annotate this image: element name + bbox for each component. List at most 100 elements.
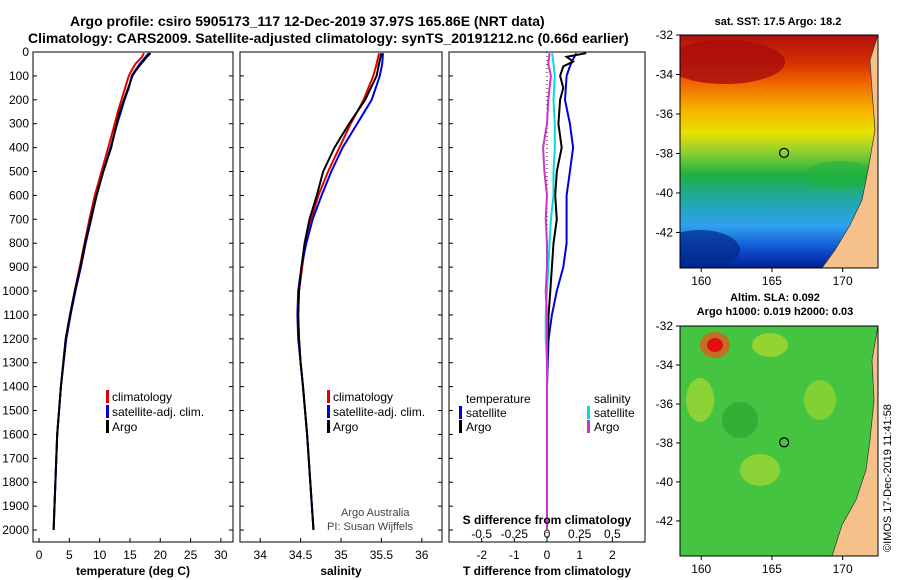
depth-tick-label: 0 — [22, 45, 29, 59]
difference-legend-temperature: temperature satellite Argo — [459, 392, 531, 434]
x-tick-label: 35 — [334, 548, 348, 562]
legend-swatch-argo — [106, 420, 109, 433]
sla-yellow-patch-4 — [804, 380, 836, 420]
sla-float-marker — [778, 437, 790, 448]
legend-swatch-s-argo — [587, 420, 590, 433]
map-lat-label: -38 — [656, 436, 674, 450]
depth-tick-label: 1000 — [2, 284, 29, 298]
depth-tick-label: 1800 — [2, 475, 29, 489]
map-lon-label: 165 — [762, 274, 782, 288]
legend-label-climatology: climatology — [112, 390, 172, 404]
depth-tick-label: 600 — [9, 188, 29, 202]
depth-tick-label: 1200 — [2, 332, 29, 346]
difference-legend-salinity: salinity satellite Argo — [587, 392, 635, 434]
map-lat-label: -36 — [656, 397, 674, 411]
sst-land — [821, 35, 878, 268]
series-line-salinity-argo — [542, 53, 552, 530]
s-tick-label: -0.25 — [501, 527, 529, 541]
depth-tick-label: 1300 — [2, 356, 29, 370]
legend-heading-salinity: salinity — [594, 392, 631, 406]
depth-tick-label: 1500 — [2, 404, 29, 418]
depth-tick-label: 700 — [9, 212, 29, 226]
sla-map-axes: -32 -34 -36 -38 -40 -42 160 165 170 — [656, 319, 853, 576]
legend-heading-temperature: temperature — [466, 392, 531, 406]
sla-map — [680, 326, 878, 556]
s-tick-label: 0.25 — [568, 527, 592, 541]
sla-field — [680, 326, 878, 556]
x-tick-label: 5 — [66, 548, 73, 562]
s-difference-xlabel: S difference from climatology — [463, 513, 632, 527]
legend-label-s-argo: Argo — [594, 420, 620, 434]
depth-tick-label: 1400 — [2, 380, 29, 394]
legend-swatch-argo — [327, 420, 330, 433]
legend-label-s-satellite: satellite — [594, 406, 635, 420]
sla-map-title-1: Altim. SLA: 0.092 — [730, 292, 820, 304]
legend-label-t-argo: Argo — [466, 420, 492, 434]
x-tick-label: 1 — [576, 548, 583, 562]
legend-swatch-s-satellite — [587, 406, 590, 419]
legend-label-climatology: climatology — [333, 390, 393, 404]
map-lat-label: -34 — [656, 67, 674, 81]
depth-tick-label: 200 — [9, 93, 29, 107]
temperature-legend: climatology satellite-adj. clim. Argo — [106, 390, 204, 434]
map-lat-label: -36 — [656, 107, 674, 121]
legend-label-argo: Argo — [333, 420, 359, 434]
legend-swatch-climatology — [106, 390, 109, 403]
sst-cold-patch — [680, 230, 740, 268]
x-tick-label: 2 — [609, 548, 616, 562]
depth-tick-label: 1100 — [3, 308, 29, 322]
depth-tick-label: 1700 — [2, 451, 29, 465]
salinity-plot-frame — [239, 51, 443, 543]
sla-dark-patch — [722, 402, 758, 438]
legend-label-t-satellite: satellite — [466, 406, 507, 420]
depth-tick-label: 2000 — [2, 523, 29, 537]
title-line-2: Climatology: CARS2009. Satellite-adjuste… — [28, 30, 629, 46]
sla-high-core — [707, 338, 723, 352]
map-lat-label: -42 — [656, 514, 674, 528]
s-tick-label: 0 — [544, 527, 551, 541]
x-tick-label: 34.5 — [289, 548, 313, 562]
imos-timestamp: ©IMOS 17-Dec-2019 11:41:58 — [882, 404, 894, 552]
map-lon-label: 170 — [833, 562, 853, 576]
depth-tick-label: 500 — [9, 165, 29, 179]
series-line-argo — [52, 52, 152, 531]
sst-float-marker — [778, 147, 790, 158]
x-tick-label: 34 — [254, 548, 268, 562]
sla-yellow-patch-2 — [686, 378, 714, 422]
sst-green-patch — [805, 161, 875, 189]
map-lat-label: -40 — [656, 475, 674, 489]
map-lat-label: -32 — [656, 28, 674, 42]
map-lat-label: -34 — [656, 358, 674, 372]
sst-map-axes: -32 -34 -36 -38 -40 -42 160 165 170 — [656, 28, 853, 288]
sst-warm-patch — [680, 40, 785, 84]
x-tick-label: 35.5 — [370, 548, 394, 562]
depth-tick-label: 900 — [9, 260, 29, 274]
depth-axis-labels: 0 100 200 300 400 500 600 700 800 900 1000 1100 1200… — [2, 45, 29, 537]
temperature-xlabel: temperature (deg C) — [76, 564, 190, 578]
credit-pi: PI: Susan Wijffels — [327, 521, 413, 533]
series-line-temperature-satellite — [546, 52, 578, 530]
series-line-argo — [297, 52, 383, 531]
t-difference-xlabel: T difference from climatology — [463, 564, 631, 578]
legend-swatch-t-satellite — [459, 406, 462, 419]
x-tick-label: -1 — [509, 548, 520, 562]
map-lat-label: -40 — [656, 186, 674, 200]
sla-map-frame — [679, 325, 879, 557]
series-line-climatology — [52, 52, 145, 531]
s-tick-label: -0.5 — [471, 527, 492, 541]
x-tick-label: 0 — [544, 548, 551, 562]
map-lon-label: 160 — [691, 562, 711, 576]
temperature-chart: 0 5 10 15 20 25 30 — [33, 51, 233, 562]
legend-swatch-t-argo — [459, 420, 462, 433]
series-line-climatology — [297, 52, 380, 531]
depth-tick-label: 300 — [9, 117, 29, 131]
sla-yellow-patch-3 — [740, 454, 780, 486]
depth-tick-label: 100 — [9, 69, 29, 83]
title-line-1: Argo profile: csiro 5905173_117 12-Dec-2… — [70, 13, 545, 29]
salinity-legend: climatology satellite-adj. clim. Argo — [327, 390, 425, 434]
x-tick-label: 0 — [36, 548, 43, 562]
s-tick-label: 0.5 — [604, 527, 621, 541]
sst-map-title: sat. SST: 17.5 Argo: 18.2 — [715, 16, 842, 28]
x-tick-label: 15 — [123, 548, 137, 562]
